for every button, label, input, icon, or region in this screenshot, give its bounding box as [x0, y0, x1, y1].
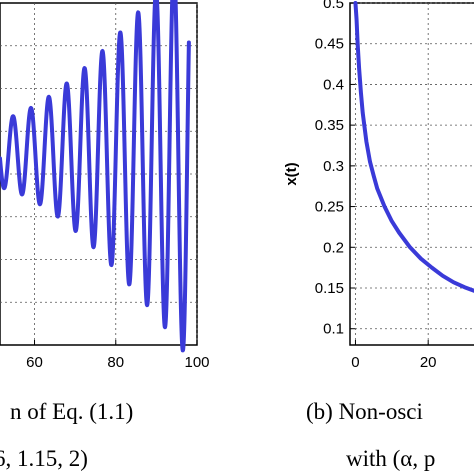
right-plot: 0.1 0.15 0.2 0.25 0.3 0.35 0.4 0.45 0.5 0 20 x(t): [283, 0, 474, 371]
right-y-tick-label: 0.45: [315, 36, 344, 53]
right-y-tick-label: 0.1: [323, 321, 344, 338]
right-y-tick-label: 0.25: [315, 199, 344, 216]
left-x-tick-label: 100: [184, 354, 209, 371]
right-plot-area: [349, 2, 474, 346]
right-y-axis-label: x(t): [283, 162, 300, 185]
right-y-tick-label: 0.2: [323, 239, 344, 256]
right-caption-line2: with (α, p: [346, 446, 435, 471]
right-caption-line1: (b) Non-osci: [306, 399, 423, 424]
left-series-line: [0, 0, 191, 353]
right-y-tick-label: 0.35: [315, 117, 344, 134]
right-y-tick-label: 0.4: [323, 76, 344, 93]
right-axis-ticks: 0.1 0.15 0.2 0.25 0.3 0.35 0.4 0.45 0.5 0 20: [315, 0, 437, 371]
left-caption-line2: 6, 1.15, 2): [0, 446, 88, 471]
right-gridlines: [350, 2, 474, 345]
right-series-line: [353, 1, 474, 293]
left-caption-line1: n of Eq. (1.1): [10, 399, 133, 424]
left-x-tick-label: 60: [26, 354, 43, 371]
left-plot: 60 80 100: [0, 0, 210, 371]
right-y-tick-label: 0.5: [323, 0, 344, 12]
right-y-tick-label: 0.3: [323, 158, 344, 175]
right-x-tick-label: 20: [420, 354, 437, 371]
right-y-tick-label: 0.15: [315, 280, 344, 297]
left-x-ticks: 60 80 100: [26, 340, 210, 371]
left-x-tick-label: 80: [107, 354, 124, 371]
right-x-tick-label: 0: [351, 354, 359, 371]
